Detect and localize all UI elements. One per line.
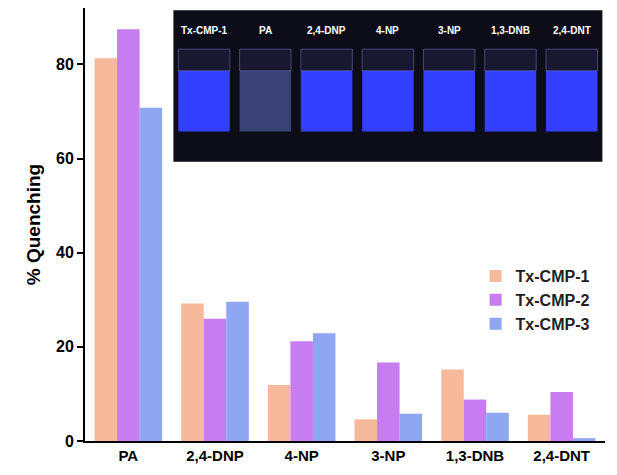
svg-text:3-NP: 3-NP	[371, 447, 405, 464]
svg-text:Tx-CMP-3: Tx-CMP-3	[516, 316, 590, 333]
svg-text:% Quenching: % Quenching	[23, 164, 44, 285]
svg-text:4-NP: 4-NP	[285, 447, 319, 464]
svg-text:4-NP: 4-NP	[376, 25, 399, 36]
svg-text:PA: PA	[118, 447, 138, 464]
svg-text:2,4-DNP: 2,4-DNP	[186, 447, 244, 464]
svg-text:80: 80	[56, 56, 74, 73]
svg-text:Tx-CMP-1: Tx-CMP-1	[181, 25, 228, 36]
svg-text:PA: PA	[259, 25, 272, 36]
svg-text:2,4-DNT: 2,4-DNT	[533, 447, 590, 464]
svg-text:2,4-DNT: 2,4-DNT	[553, 25, 591, 36]
svg-text:Tx-CMP-1: Tx-CMP-1	[516, 268, 590, 285]
svg-text:1,3-DNB: 1,3-DNB	[491, 25, 530, 36]
svg-text:0: 0	[65, 433, 74, 450]
svg-text:40: 40	[56, 244, 74, 261]
svg-text:1,3-DNB: 1,3-DNB	[446, 447, 505, 464]
svg-text:Tx-CMP-2: Tx-CMP-2	[516, 292, 590, 309]
svg-text:20: 20	[56, 338, 74, 355]
svg-text:3-NP: 3-NP	[438, 25, 461, 36]
svg-text:2,4-DNP: 2,4-DNP	[307, 25, 346, 36]
svg-text:60: 60	[56, 150, 74, 167]
